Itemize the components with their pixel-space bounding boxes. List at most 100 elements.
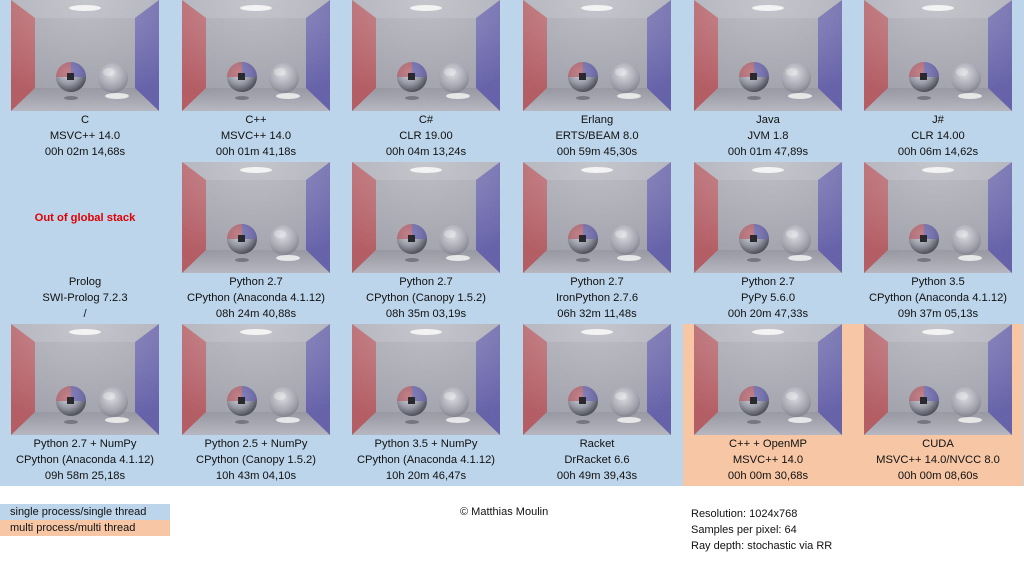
render-caption: C MSVC++ 14.0 00h 02m 14,68s xyxy=(0,112,170,160)
language-label: Java xyxy=(756,114,780,126)
language-label: Erlang xyxy=(580,114,614,126)
render-caption: Python 2.7 CPython (Anaconda 4.1.12) 08h 2… xyxy=(171,274,341,322)
render-cell: C++ + OpenMP MSVC++ 14.0 00h 00m 30,68s xyxy=(683,324,853,486)
render-cell: CUDA MSVC++ 14.0/NVCC 8.0 00h 00m 08,60s xyxy=(853,324,1023,486)
cornell-box-render-image xyxy=(523,162,671,273)
render-time-label: 08h 35m 03,19s xyxy=(385,308,467,320)
render-caption: C++ + OpenMP MSVC++ 14.0 00h 00m 30,68s xyxy=(683,436,853,484)
compiler-label: CPython (Canopy 1.5.2) xyxy=(195,454,317,466)
render-time-label: 06h 32m 11,48s xyxy=(557,308,637,320)
render-thumbnail xyxy=(352,0,500,111)
render-cell: Racket DrRacket 6.6 00h 49m 39,43s xyxy=(512,324,682,486)
render-time-label: / xyxy=(83,308,87,320)
compiler-label: CPython (Anaconda 4.1.12) xyxy=(356,454,496,466)
legend-single-thread: single process/single thread xyxy=(0,504,170,520)
cornell-box-render-image xyxy=(694,162,842,273)
render-cell: Python 2.7 CPython (Canopy 1.5.2) 08h 35m … xyxy=(341,162,511,324)
render-thumbnail xyxy=(352,324,500,435)
render-cell: Python 2.7 PyPy 5.6.0 00h 20m 47,33s xyxy=(683,162,853,324)
language-label: Python 3.5 xyxy=(911,276,965,288)
render-time-label: 10h 43m 04,10s xyxy=(215,470,297,482)
render-thumbnail xyxy=(182,0,330,111)
render-thumbnail xyxy=(864,162,1012,273)
cornell-box-render-image xyxy=(523,324,671,435)
render-time-label: 10h 20m 46,47s xyxy=(385,470,467,482)
render-thumbnail xyxy=(694,0,842,111)
language-label: Python 2.7 xyxy=(399,276,453,288)
render-cell: J# CLR 14.00 00h 06m 14,62s xyxy=(853,0,1023,162)
language-label: C++ + OpenMP xyxy=(728,438,808,450)
render-cell: C++ MSVC++ 14.0 00h 01m 41,18s xyxy=(171,0,341,162)
render-thumbnail xyxy=(694,324,842,435)
language-label: Python 2.7 xyxy=(741,276,795,288)
error-message: Out of global stack xyxy=(34,212,136,224)
language-label: Python 3.5 + NumPy xyxy=(374,438,478,450)
compiler-label: SWI-Prolog 7.2.3 xyxy=(42,292,128,304)
copyright: © Matthias Moulin xyxy=(460,506,549,518)
render-caption: Python 2.7 PyPy 5.6.0 00h 20m 47,33s xyxy=(683,274,853,322)
render-time-label: 00h 59m 45,30s xyxy=(556,146,638,158)
render-cell: Out of global stack Prolog SWI-Prolog 7.2.… xyxy=(0,162,170,324)
render-cell: C MSVC++ 14.0 00h 02m 14,68s xyxy=(0,0,170,162)
render-cell: C# CLR 19.00 00h 04m 13,24s xyxy=(341,0,511,162)
compiler-label: CPython (Anaconda 4.1.12) xyxy=(15,454,155,466)
render-time-label: 09h 58m 25,18s xyxy=(44,470,126,482)
language-label: Prolog xyxy=(68,276,102,288)
language-label: Python 2.7 xyxy=(570,276,624,288)
render-caption: Python 2.5 + NumPy CPython (Canopy 1.5.2)… xyxy=(171,436,341,484)
render-thumbnail xyxy=(352,162,500,273)
render-cell: Python 3.5 CPython (Anaconda 4.1.12) 09h 3… xyxy=(853,162,1023,324)
render-time-label: 00h 04m 13,24s xyxy=(385,146,467,158)
render-thumbnail xyxy=(523,162,671,273)
render-time-label: 00h 20m 47,33s xyxy=(727,308,809,320)
language-label: J# xyxy=(932,114,944,126)
render-caption: Python 3.5 CPython (Anaconda 4.1.12) 09h 3… xyxy=(853,274,1023,322)
render-cell: Python 2.7 CPython (Anaconda 4.1.12) 08h 2… xyxy=(171,162,341,324)
language-label: C xyxy=(80,114,90,126)
render-time-label: 09h 37m 05,13s xyxy=(897,308,979,320)
cornell-box-render-image xyxy=(864,0,1012,111)
results-board: C MSVC++ 14.0 00h 02m 14,68s xyxy=(0,0,1024,486)
render-caption: Python 2.7 IronPython 2.7.6 06h 32m 11,48s xyxy=(512,274,682,322)
render-thumbnail xyxy=(182,324,330,435)
compiler-label: CPython (Anaconda 4.1.12) xyxy=(186,292,326,304)
render-caption: CUDA MSVC++ 14.0/NVCC 8.0 00h 00m 08,60s xyxy=(853,436,1023,484)
render-cell: Python 2.7 + NumPy CPython (Anaconda 4.1.… xyxy=(0,324,170,486)
compiler-label: MSVC++ 14.0 xyxy=(49,130,121,142)
render-caption: Erlang ERTS/BEAM 8.0 00h 59m 45,30s xyxy=(512,112,682,160)
cornell-box-render-image xyxy=(352,324,500,435)
render-time-label: 00h 02m 14,68s xyxy=(44,146,126,158)
render-cell: Java JVM 1.8 00h 01m 47,89s xyxy=(683,0,853,162)
render-settings: Resolution: 1024x768 Samples per pixel: … xyxy=(691,506,832,554)
compiler-label: CLR 19.00 xyxy=(399,130,453,142)
cornell-box-render-image xyxy=(182,0,330,111)
render-thumbnail xyxy=(864,324,1012,435)
render-thumbnail xyxy=(11,0,159,111)
cornell-box-render-image xyxy=(694,324,842,435)
render-time-label: 00h 01m 41,18s xyxy=(215,146,297,158)
resolution-setting: Resolution: 1024x768 xyxy=(691,508,798,520)
render-caption: Python 3.5 + NumPy CPython (Anaconda 4.1.… xyxy=(341,436,511,484)
render-cell: Erlang ERTS/BEAM 8.0 00h 59m 45,30s xyxy=(512,0,682,162)
compiler-label: MSVC++ 14.0 xyxy=(220,130,292,142)
language-label: C# xyxy=(418,114,434,126)
render-thumbnail xyxy=(694,162,842,273)
language-label: CUDA xyxy=(922,438,954,450)
compiler-label: IronPython 2.7.6 xyxy=(555,292,639,304)
compiler-label: MSVC++ 14.0/NVCC 8.0 xyxy=(876,454,1000,466)
language-label: C++ xyxy=(245,114,267,126)
render-time-label: 00h 01m 47,89s xyxy=(727,146,809,158)
ray-depth-setting: Ray depth: stochastic via RR xyxy=(691,540,833,552)
render-cell: Python 3.5 + NumPy CPython (Anaconda 4.1.… xyxy=(341,324,511,486)
language-label: Python 2.5 + NumPy xyxy=(204,438,308,450)
render-caption: Prolog SWI-Prolog 7.2.3 / xyxy=(0,274,170,322)
render-thumbnail xyxy=(523,324,671,435)
cornell-box-render-image xyxy=(11,324,159,435)
language-label: Python 2.7 xyxy=(229,276,283,288)
cornell-box-render-image xyxy=(523,0,671,111)
cornell-box-render-image xyxy=(864,324,1012,435)
compiler-label: JVM 1.8 xyxy=(747,130,789,142)
cornell-box-render-image xyxy=(694,0,842,111)
cornell-box-render-image xyxy=(864,162,1012,273)
render-caption: J# CLR 14.00 00h 06m 14,62s xyxy=(853,112,1023,160)
